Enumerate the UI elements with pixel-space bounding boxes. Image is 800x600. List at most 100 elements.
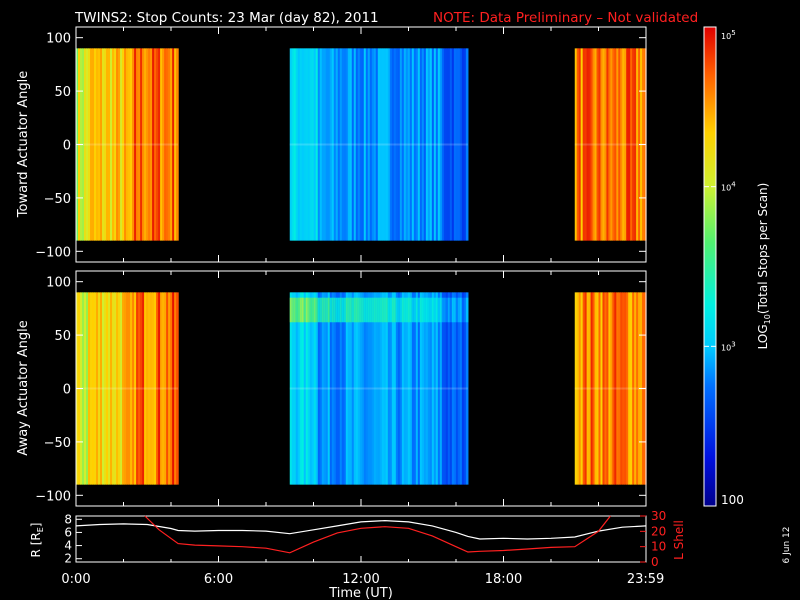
heatmap-band-cell [385,297,389,323]
heatmap-segment [574,292,647,485]
heatmap-cell [154,48,157,241]
heatmap-cell [146,292,149,485]
y-tick-label: 50 [54,329,71,344]
r-tick-label: 4 [64,539,72,553]
heatmap-band-cell [355,297,359,323]
heatmap-cell [146,48,149,241]
heatmap-cell [574,48,578,241]
heatmap-cell [461,48,465,241]
heatmap-cell [634,48,637,241]
heatmap-band-cell [455,297,459,323]
heatmap-cell [622,48,625,241]
heatmap-cell [166,292,169,485]
date-stamp: 6 Jun 12 [782,527,792,564]
heatmap-cell [363,48,367,241]
colorbar-tick-label: 104 [721,181,736,193]
heatmap-cell [110,48,113,241]
heatmap-cell [359,292,363,485]
heatmap-band-cell [293,297,297,323]
colorbar-tick-label: 105 [721,29,736,41]
heatmap-band-cell [345,297,349,323]
colorbar-fill [704,27,716,506]
heatmap-cell [148,48,151,241]
heatmap-cell [459,292,463,485]
heatmap-band-cell [389,297,393,323]
heatmap-cell [124,292,127,485]
lshell-tick-label: 0 [651,555,659,569]
orbit-lines [75,515,647,554]
heatmap-cell [441,48,445,241]
away-y-axis: 100 50 0 −50 −100 [35,271,647,506]
heatmap-cell [592,292,596,485]
heatmap-cell [413,48,417,241]
heatmap-band-cell [297,297,301,323]
heatmap-cell [361,48,365,241]
heatmap-cell [411,48,415,241]
heatmap-cell [596,292,600,485]
colorbar-label: LOG10(Total Stops per Scan) [756,183,772,350]
heatmap-cell [411,292,415,485]
orbit-r-ylabel: R [RE] [29,523,45,558]
toward-y-axis: 100 50 0 −50 −100 [35,27,647,262]
heatmap-cell [632,292,635,485]
heatmap-cell [399,292,403,485]
heatmap-cell [140,292,143,485]
heatmap-cell [463,292,467,485]
heatmap-cell [405,292,409,485]
r-tick-label: 8 [64,512,72,526]
heatmap-cell [353,292,357,485]
heatmap-cell [329,48,333,241]
heatmap-cell [311,292,315,485]
heatmap-cell [425,48,429,241]
heatmap-cell [624,292,627,485]
heatmap-cell [377,292,381,485]
heatmap-cell [371,48,375,241]
heatmap-band-cell [399,297,403,323]
heatmap-band-cell [373,297,377,323]
heatmap-cell [576,292,580,485]
heatmap-cell [584,48,588,241]
heatmap-cell [114,48,117,241]
heatmap-cell [309,292,313,485]
heatmap-cell [578,292,582,485]
heatmap-cell [299,48,303,241]
colorbar-frame [703,26,717,507]
heatmap-cell [423,48,427,241]
heatmap-cell [369,48,373,241]
heatmap-cell [610,292,613,485]
heatmap-cell [624,48,627,241]
heatmap-cell [104,292,107,485]
heatmap-band-cell [423,297,427,323]
heatmap-cell [576,48,580,241]
heatmap-band-cell [459,297,463,323]
heatmap-band-cell [403,297,407,323]
heatmap-cell [112,48,115,241]
heatmap-cell [393,292,397,485]
heatmap-cell [391,292,395,485]
heatmap-cell [379,292,383,485]
heatmap-cell [580,48,584,241]
heatmap-band-cell [465,297,469,323]
heatmap-segment [76,48,179,241]
y-tick-label: −50 [44,192,71,207]
heatmap-band-cell [395,297,399,323]
heatmap-cell [301,48,305,241]
heatmap-band-cell [405,297,409,323]
heatmap-cell [628,292,631,485]
heatmap-cell [407,48,411,241]
heatmap-band-cell [419,297,423,323]
heatmap-cell [582,48,586,241]
heatmap-band-cell [323,297,327,323]
heatmap-cell [297,292,301,485]
heatmap-cell [118,292,121,485]
zero-angle-line [76,143,179,146]
heatmap-cell [138,292,141,485]
heatmap-cell [433,48,437,241]
heatmap-cell [106,48,109,241]
heatmap-band-cell [313,297,317,323]
heatmap-cell [110,292,113,485]
heatmap-band-cell [303,297,307,323]
heatmap-cell [405,48,409,241]
heatmap-cell [152,48,155,241]
